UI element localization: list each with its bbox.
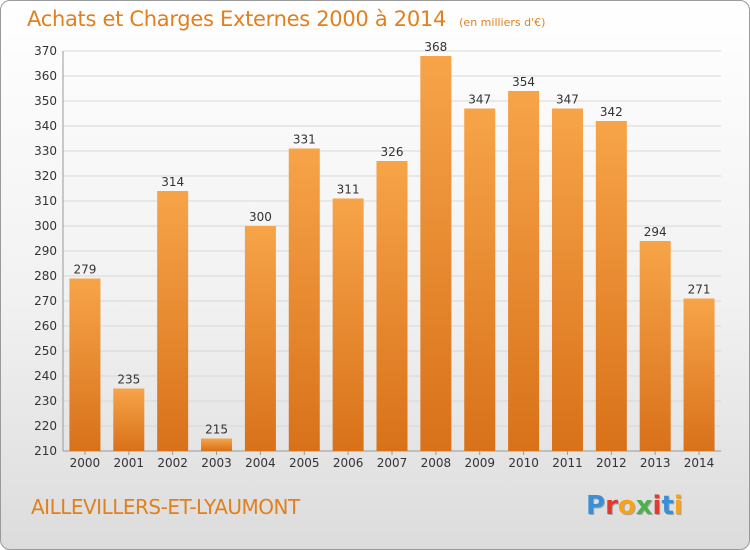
logo-letter: r — [605, 491, 618, 521]
y-tick-label: 260 — [34, 319, 57, 333]
x-tick-label: 2002 — [157, 456, 188, 470]
bar-2013 — [639, 241, 671, 451]
bar-2006 — [332, 198, 364, 451]
chart-subtitle: (en milliers d'€) — [459, 16, 546, 29]
y-tick-label: 230 — [34, 394, 57, 408]
x-tick-label: 2000 — [70, 456, 101, 470]
y-tick-label: 330 — [34, 144, 57, 158]
value-label: 354 — [512, 75, 535, 89]
y-tick-label: 300 — [34, 219, 57, 233]
logo-letter: P — [586, 491, 606, 521]
x-tick-label: 2014 — [684, 456, 715, 470]
value-label: 271 — [688, 283, 711, 297]
value-label: 331 — [293, 133, 316, 147]
y-tick-label: 310 — [34, 194, 57, 208]
y-tick-label: 280 — [34, 269, 57, 283]
bar-2010 — [508, 91, 540, 451]
y-tick-label: 290 — [34, 244, 57, 258]
y-tick-label: 270 — [34, 294, 57, 308]
x-tick-label: 2003 — [201, 456, 232, 470]
x-tick-label: 2008 — [421, 456, 452, 470]
bars — [69, 56, 715, 451]
value-label: 311 — [337, 183, 360, 197]
x-tick-label: 2009 — [464, 456, 495, 470]
bar-2001 — [113, 388, 145, 451]
proxiti-logo: Proxiti — [586, 491, 683, 521]
y-tick-label: 350 — [34, 94, 57, 108]
bar-2000 — [69, 278, 101, 451]
chart-header: Achats et Charges Externes 2000 à 2014 (… — [27, 7, 545, 31]
bar-2007 — [376, 161, 408, 451]
value-label: 314 — [161, 175, 184, 189]
bar-2005 — [288, 148, 320, 451]
x-tick-label: 2004 — [245, 456, 276, 470]
logo-letter: t — [661, 491, 674, 521]
y-tick-label: 370 — [34, 44, 57, 58]
x-tick-label: 2007 — [377, 456, 408, 470]
bar-2003 — [201, 438, 233, 451]
value-label: 215 — [205, 423, 228, 437]
value-label: 368 — [424, 40, 447, 54]
x-tick-label: 2001 — [114, 456, 145, 470]
bar-2014 — [683, 298, 715, 451]
y-tick-label: 220 — [34, 419, 57, 433]
bar-2011 — [551, 108, 583, 451]
y-tick-label: 340 — [34, 119, 57, 133]
chart-title: Achats et Charges Externes 2000 à 2014 — [27, 7, 447, 31]
value-label: 294 — [644, 225, 667, 239]
bar-2004 — [244, 226, 276, 451]
logo-letter: i — [673, 491, 683, 521]
y-tick-label: 240 — [34, 369, 57, 383]
bar-2008 — [420, 56, 452, 451]
logo-letter: o — [617, 491, 636, 521]
y-tick-label: 320 — [34, 169, 57, 183]
logo-letter: i — [652, 491, 662, 521]
value-label: 347 — [468, 93, 491, 107]
logo-letter: x — [635, 491, 653, 521]
x-tick-label: 2012 — [596, 456, 627, 470]
bar-2002 — [157, 191, 189, 451]
value-label: 300 — [249, 210, 272, 224]
y-tick-label: 250 — [34, 344, 57, 358]
x-tick-label: 2013 — [640, 456, 671, 470]
bar-2012 — [595, 121, 627, 451]
value-label: 326 — [381, 145, 404, 159]
value-label: 235 — [117, 373, 140, 387]
y-tick-label: 360 — [34, 69, 57, 83]
value-label: 347 — [556, 93, 579, 107]
x-tick-label: 2005 — [289, 456, 320, 470]
y-tick-label: 210 — [34, 444, 57, 458]
x-tick-label: 2011 — [552, 456, 583, 470]
x-tick-label: 2010 — [508, 456, 539, 470]
x-tick-label: 2006 — [333, 456, 364, 470]
bar-2009 — [464, 108, 496, 451]
value-label: 279 — [73, 263, 96, 277]
labels: 210 220 230 240 250 260 270 280 290 300 310 320 330 3… — [34, 40, 714, 470]
commune-name: AILLEVILLERS-ET-LYAUMONT — [31, 495, 300, 519]
value-label: 342 — [600, 105, 623, 119]
